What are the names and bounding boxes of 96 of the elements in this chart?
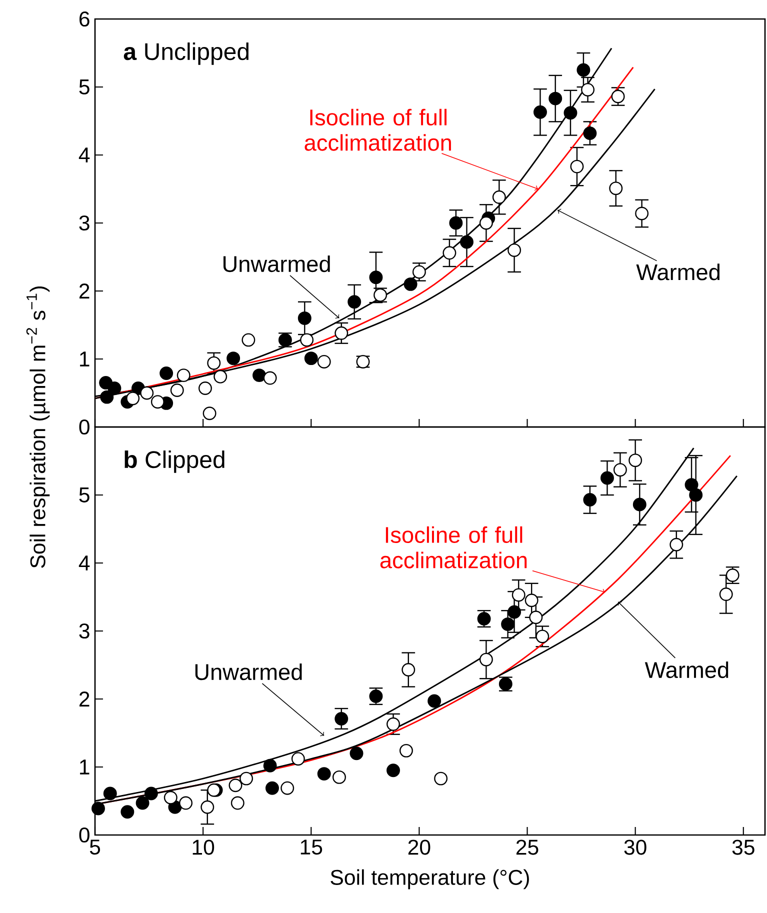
- y-tick-label: 0: [79, 827, 90, 843]
- x-tick-label: 20: [408, 840, 430, 855]
- point: [108, 382, 122, 395]
- point: [92, 802, 105, 816]
- point: [350, 746, 364, 760]
- point: [100, 390, 114, 404]
- text: Warmed: [636, 264, 720, 280]
- text: Unwarmed: [195, 663, 302, 680]
- point: [689, 488, 703, 502]
- y-axis-title: Soil respiration (µmol m$^{−2}$ s$^{−1}$): [26, 286, 50, 568]
- y-tick-label: 0: [79, 419, 90, 435]
- y-tick-label: 6: [80, 11, 90, 27]
- annotation: a Unclipped: [124, 42, 248, 65]
- point: [564, 106, 578, 120]
- text: Isocline of full acclimatization: [304, 108, 451, 151]
- point: [252, 368, 266, 382]
- point: [632, 498, 646, 512]
- point: [369, 270, 383, 284]
- point: [583, 493, 597, 506]
- point: [570, 160, 584, 174]
- point: [300, 333, 314, 347]
- point: [386, 717, 400, 731]
- point: [402, 663, 416, 676]
- point: [140, 386, 154, 400]
- point: [442, 246, 456, 260]
- point: [317, 767, 331, 781]
- point: [609, 182, 623, 196]
- point: [536, 630, 550, 644]
- point: [226, 352, 240, 366]
- point: [304, 352, 318, 366]
- point: [508, 243, 522, 257]
- point: [265, 781, 279, 795]
- y-tick-label: 1: [80, 760, 90, 774]
- point: [670, 538, 684, 552]
- point: [348, 295, 362, 309]
- text: Unwarmed: [224, 255, 330, 272]
- point: [600, 471, 614, 485]
- x-tick-label: 15: [300, 840, 322, 855]
- point: [263, 758, 277, 772]
- text: Isocline of full acclimatization: [380, 526, 527, 568]
- point: [533, 105, 547, 119]
- point: [512, 588, 526, 602]
- y-tick-label: 2: [79, 284, 90, 298]
- point: [334, 326, 348, 340]
- point: [144, 786, 158, 800]
- point: [719, 588, 733, 602]
- point: [291, 752, 305, 766]
- point: [150, 395, 164, 409]
- point: [581, 82, 595, 96]
- point: [126, 392, 140, 406]
- y-tick-label: 3: [79, 215, 90, 231]
- y-tick-label: 4: [78, 148, 90, 162]
- point: [334, 712, 348, 726]
- point: [628, 454, 642, 468]
- y-tick-label: 5: [79, 80, 90, 94]
- point: [583, 126, 597, 140]
- point: [479, 652, 493, 666]
- x-tick-label: 30: [624, 840, 646, 855]
- point: [501, 617, 515, 631]
- point: [176, 368, 190, 382]
- y-tick-label: 4: [78, 556, 90, 570]
- point: [492, 190, 506, 204]
- point: [207, 356, 221, 370]
- y-tick-label: 3: [79, 623, 90, 639]
- point: [508, 605, 522, 619]
- x-tick-label: 35: [732, 840, 754, 855]
- point: [298, 311, 312, 325]
- x-tick-label: 25: [516, 840, 538, 855]
- point: [386, 764, 400, 778]
- point: [103, 786, 117, 800]
- point: [428, 694, 442, 708]
- y-tick-label: 5: [79, 488, 90, 502]
- y-tick-label: 2: [79, 692, 90, 706]
- point: [529, 610, 543, 624]
- point: [576, 63, 590, 77]
- point: [479, 216, 493, 230]
- point: [548, 92, 562, 106]
- point: [120, 805, 134, 819]
- point: [635, 206, 649, 220]
- y-tick-label: 1: [80, 352, 90, 366]
- point: [160, 366, 174, 380]
- x-tick-label: 10: [192, 840, 214, 855]
- point: [449, 216, 463, 230]
- text: Warmed: [644, 661, 728, 678]
- point: [404, 277, 418, 291]
- point: [200, 800, 214, 814]
- x-axis-title: Soil temperature (°C): [330, 869, 529, 890]
- point: [524, 594, 538, 608]
- point: [613, 463, 627, 477]
- annotation: b Clipped: [124, 450, 224, 473]
- point: [684, 478, 698, 492]
- point: [240, 772, 254, 786]
- x-tick-label: 5: [90, 840, 100, 855]
- point: [214, 370, 228, 384]
- point: [460, 235, 474, 249]
- point: [136, 796, 150, 810]
